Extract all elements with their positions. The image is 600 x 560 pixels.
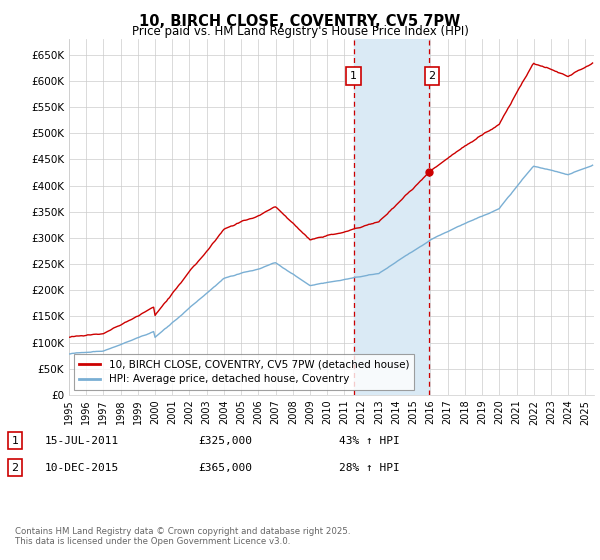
- Bar: [354, 39, 430, 395]
- Text: 1: 1: [350, 71, 357, 81]
- Text: Price paid vs. HM Land Registry's House Price Index (HPI): Price paid vs. HM Land Registry's House …: [131, 25, 469, 38]
- Text: £325,000: £325,000: [198, 436, 252, 446]
- Text: 1: 1: [11, 436, 19, 446]
- Text: 10, BIRCH CLOSE, COVENTRY, CV5 7PW: 10, BIRCH CLOSE, COVENTRY, CV5 7PW: [139, 14, 461, 29]
- Text: 10-DEC-2015: 10-DEC-2015: [45, 463, 119, 473]
- Text: 43% ↑ HPI: 43% ↑ HPI: [339, 436, 400, 446]
- Text: Contains HM Land Registry data © Crown copyright and database right 2025.
This d: Contains HM Land Registry data © Crown c…: [15, 526, 350, 546]
- Text: 2: 2: [428, 71, 436, 81]
- Text: 28% ↑ HPI: 28% ↑ HPI: [339, 463, 400, 473]
- Text: 15-JUL-2011: 15-JUL-2011: [45, 436, 119, 446]
- Text: 2: 2: [11, 463, 19, 473]
- Legend: 10, BIRCH CLOSE, COVENTRY, CV5 7PW (detached house), HPI: Average price, detache: 10, BIRCH CLOSE, COVENTRY, CV5 7PW (deta…: [74, 354, 414, 390]
- Text: £365,000: £365,000: [198, 463, 252, 473]
